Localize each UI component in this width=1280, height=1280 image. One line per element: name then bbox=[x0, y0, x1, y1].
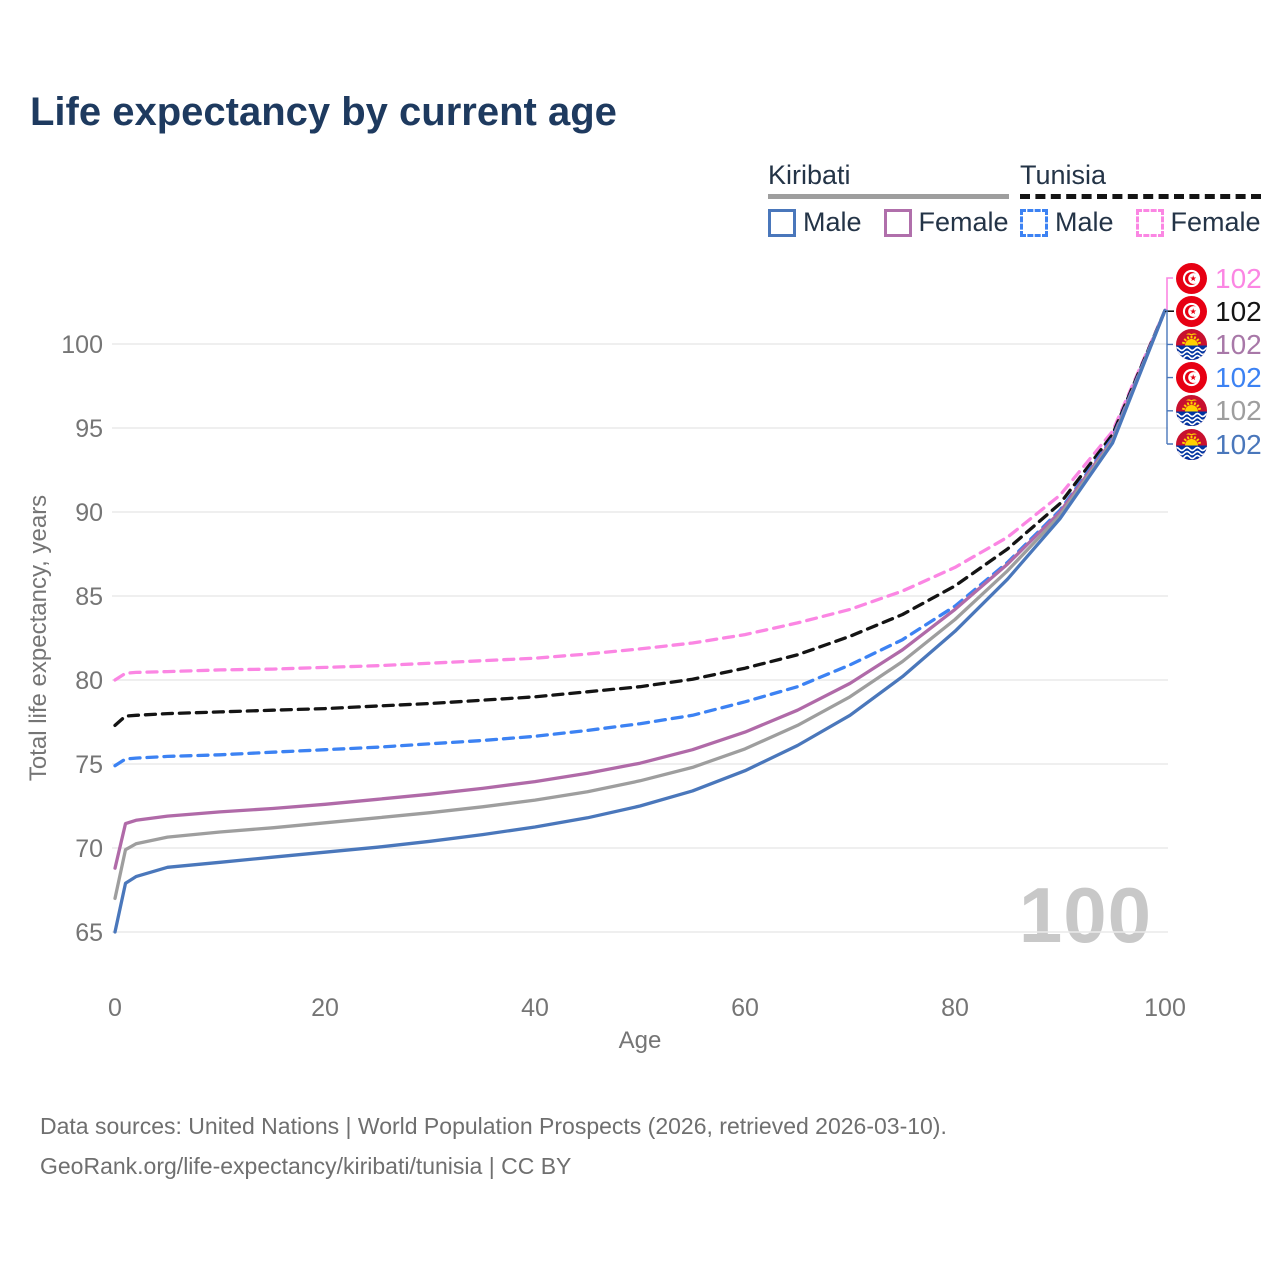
y-tick-label: 65 bbox=[75, 919, 103, 947]
attribution-text: GeoRank.org/life-expectancy/kiribati/tun… bbox=[40, 1153, 572, 1179]
tunisia-male-swatch bbox=[1020, 208, 1048, 237]
x-tick-label: 0 bbox=[108, 994, 122, 1022]
y-axis-title: Total life expectancy, years bbox=[25, 495, 52, 781]
x-axis-title: Age bbox=[619, 1027, 662, 1054]
leader-line-kiribati-group bbox=[1165, 309, 1173, 445]
series-line-kiribati-male bbox=[113, 308, 1167, 934]
legend-group-tunisia: Tunisia Male Female bbox=[1020, 160, 1261, 238]
legend-country-tunisia: Tunisia bbox=[1020, 160, 1107, 190]
legend-item-label: Female bbox=[1170, 207, 1261, 237]
kiribati-female-swatch bbox=[883, 208, 912, 237]
footer: Data sources: United Nations | World Pop… bbox=[40, 1106, 947, 1186]
leader-line-tunisia-female bbox=[1165, 277, 1173, 312]
legend-item-kiribati-female[interactable]: Female bbox=[883, 207, 1009, 238]
legend-group-kiribati: Kiribati Male Female bbox=[768, 160, 1009, 238]
x-tick-label: 40 bbox=[521, 994, 549, 1022]
y-tick-label: 100 bbox=[61, 331, 103, 359]
legend-items-kiribati: Male Female bbox=[768, 207, 1009, 238]
kiribati-male-swatch bbox=[768, 208, 796, 237]
tunisia-line-style-sample bbox=[1020, 194, 1261, 199]
legend-country-kiribati: Kiribati bbox=[768, 160, 851, 190]
series-line-tunisia-female bbox=[113, 308, 1167, 682]
x-tick-label: 100 bbox=[1144, 994, 1186, 1022]
y-tick-label: 70 bbox=[75, 835, 103, 863]
tunisia-female-swatch bbox=[1135, 208, 1164, 237]
y-tick-label: 95 bbox=[75, 415, 103, 443]
current-age-watermark: 100 bbox=[1018, 871, 1152, 959]
legend-item-label: Male bbox=[1055, 207, 1114, 237]
series-line-kiribati bbox=[113, 308, 1167, 901]
legend-items-tunisia: Male Female bbox=[1020, 207, 1261, 238]
series-line-tunisia bbox=[113, 308, 1167, 728]
legend-item-tunisia-male[interactable]: Male bbox=[1020, 207, 1114, 238]
series-line-tunisia-male bbox=[113, 308, 1167, 768]
page-title: Life expectancy by current age bbox=[30, 90, 617, 134]
legend-item-label: Male bbox=[803, 207, 862, 237]
series-line-kiribati-female bbox=[113, 308, 1167, 870]
kiribati-line-style-sample bbox=[768, 194, 1009, 199]
y-tick-label: 85 bbox=[75, 583, 103, 611]
legend-item-tunisia-female[interactable]: Female bbox=[1135, 207, 1261, 238]
legend-item-label: Female bbox=[918, 207, 1009, 237]
x-tick-label: 20 bbox=[311, 994, 339, 1022]
y-tick-label: 75 bbox=[75, 751, 103, 779]
x-tick-label: 60 bbox=[731, 994, 759, 1022]
y-tick-label: 90 bbox=[75, 499, 103, 527]
legend-item-kiribati-male[interactable]: Male bbox=[768, 207, 862, 238]
x-tick-label: 80 bbox=[941, 994, 969, 1022]
y-tick-label: 80 bbox=[75, 667, 103, 695]
data-sources-text: Data sources: United Nations | World Pop… bbox=[40, 1113, 947, 1139]
